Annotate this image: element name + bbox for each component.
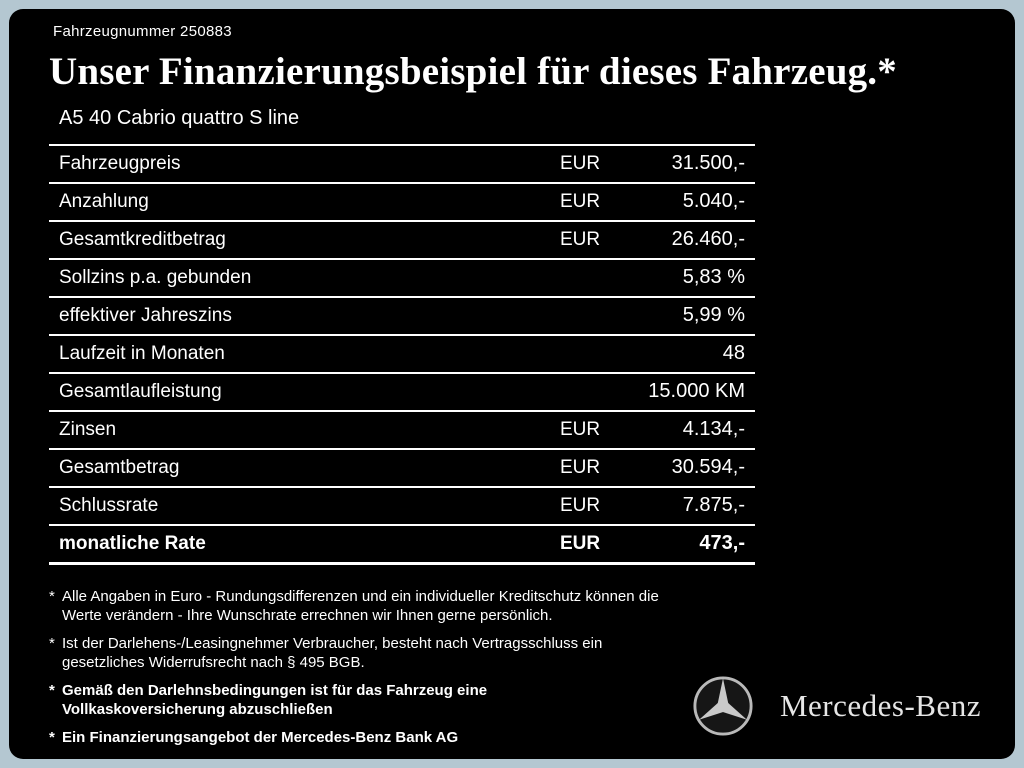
row-label: Gesamtkreditbetrag xyxy=(59,228,226,250)
row-currency: EUR xyxy=(560,532,601,554)
row-currency: EUR xyxy=(560,418,601,440)
footnotes: * Alle Angaben in Euro - Rundungsdiffere… xyxy=(49,587,761,747)
footnote-text: Ist der Darlehens-/Leasingnehmer Verbrau… xyxy=(62,634,602,672)
row-value: 48 xyxy=(722,342,745,365)
footnote-text: Ein Finanzierungsangebot der Mercedes-Be… xyxy=(62,728,458,747)
table-row: Schlussrate EUR 7.875,- xyxy=(49,485,755,524)
footnote-line: Ist der Darlehens-/Leasingnehmer Verbrau… xyxy=(62,634,603,652)
footnote-line: Vollkaskoversicherung abzuschließen xyxy=(62,700,333,718)
footnote-line: Alle Angaben in Euro - Rundungsdifferenz… xyxy=(62,587,659,605)
mercedes-star-icon xyxy=(692,675,754,737)
row-label: monatliche Rate xyxy=(59,532,206,554)
table-row: Zinsen EUR 4.134,- xyxy=(49,409,755,448)
row-label: Laufzeit in Monaten xyxy=(59,342,225,364)
footnote-marker: * xyxy=(49,681,55,699)
row-label: effektiver Jahreszins xyxy=(59,304,232,326)
vehicle-number: Fahrzeugnummer 250883 xyxy=(53,23,232,40)
table-row: Gesamtlaufleistung 15.000 KM xyxy=(49,371,755,410)
row-currency: EUR xyxy=(560,152,601,174)
finance-table: Fahrzeugpreis EUR 31.500,- Anzahlung EUR… xyxy=(49,143,755,565)
row-value: 15.000 KM xyxy=(648,380,745,403)
table-row: Laufzeit in Monaten 48 xyxy=(49,333,755,372)
row-value: 26.460,- xyxy=(671,228,745,251)
row-value: 5,99 % xyxy=(682,304,745,327)
row-label: Anzahlung xyxy=(59,190,149,212)
row-label: Gesamtlaufleistung xyxy=(59,380,222,402)
row-label: Schlussrate xyxy=(59,494,159,516)
footnote: * Ist der Darlehens-/Leasingnehmer Verbr… xyxy=(49,634,761,672)
table-row: Gesamtbetrag EUR 30.594,- xyxy=(49,447,755,486)
row-value: 30.594,- xyxy=(671,456,745,479)
row-value: 7.875,- xyxy=(682,494,745,517)
row-currency: EUR xyxy=(560,456,601,478)
row-currency: EUR xyxy=(560,190,601,212)
row-label: Sollzins p.a. gebunden xyxy=(59,266,252,288)
row-currency: EUR xyxy=(560,494,601,516)
table-row: Gesamtkreditbetrag EUR 26.460,- xyxy=(49,219,755,258)
row-currency: EUR xyxy=(560,228,601,250)
table-row: effektiver Jahreszins 5,99 % xyxy=(49,295,755,334)
footnote: * Ein Finanzierungsangebot der Mercedes-… xyxy=(49,728,761,747)
table-row: Sollzins p.a. gebunden 5,83 % xyxy=(49,257,755,296)
footnote-text: Gemäß den Darlehnsbedingungen ist für da… xyxy=(62,681,487,719)
row-value: 5.040,- xyxy=(682,190,745,213)
row-value: 5,83 % xyxy=(682,266,745,289)
table-row: Anzahlung EUR 5.040,- xyxy=(49,181,755,220)
row-value: 31.500,- xyxy=(671,152,745,175)
row-value: 473,- xyxy=(699,532,745,555)
row-label: Zinsen xyxy=(59,418,117,440)
page-title: Unser Finanzierungsbeispiel für dieses F… xyxy=(49,50,897,93)
footnote: * Gemäß den Darlehnsbedingungen ist für … xyxy=(49,681,761,719)
footnote-line: Ein Finanzierungsangebot der Mercedes-Be… xyxy=(62,728,459,746)
vehicle-model: A5 40 Cabrio quattro S line xyxy=(59,106,300,129)
footnote-marker: * xyxy=(49,728,55,746)
footnote-text: Alle Angaben in Euro - Rundungsdifferenz… xyxy=(62,587,659,625)
footnote: * Alle Angaben in Euro - Rundungsdiffere… xyxy=(49,587,761,625)
table-row-monthly-rate: monatliche Rate EUR 473,- xyxy=(49,523,755,565)
finance-sheet: Fahrzeugnummer 250883 Unser Finanzierung… xyxy=(9,9,1015,759)
footnote-marker: * xyxy=(49,587,55,605)
row-value: 4.134,- xyxy=(682,418,745,441)
brand: Mercedes-Benz xyxy=(692,675,981,737)
row-label: Gesamtbetrag xyxy=(59,456,180,478)
footnote-line: Werte verändern - Ihre Wunschrate errech… xyxy=(62,606,553,624)
footnote-line: Gemäß den Darlehnsbedingungen ist für da… xyxy=(62,681,488,699)
row-label: Fahrzeugpreis xyxy=(59,152,181,174)
footnote-marker: * xyxy=(49,634,55,652)
footnote-line: gesetzliches Widerrufsrecht nach § 495 B… xyxy=(62,653,365,671)
brand-wordmark: Mercedes-Benz xyxy=(779,688,981,723)
table-row: Fahrzeugpreis EUR 31.500,- xyxy=(49,143,755,182)
